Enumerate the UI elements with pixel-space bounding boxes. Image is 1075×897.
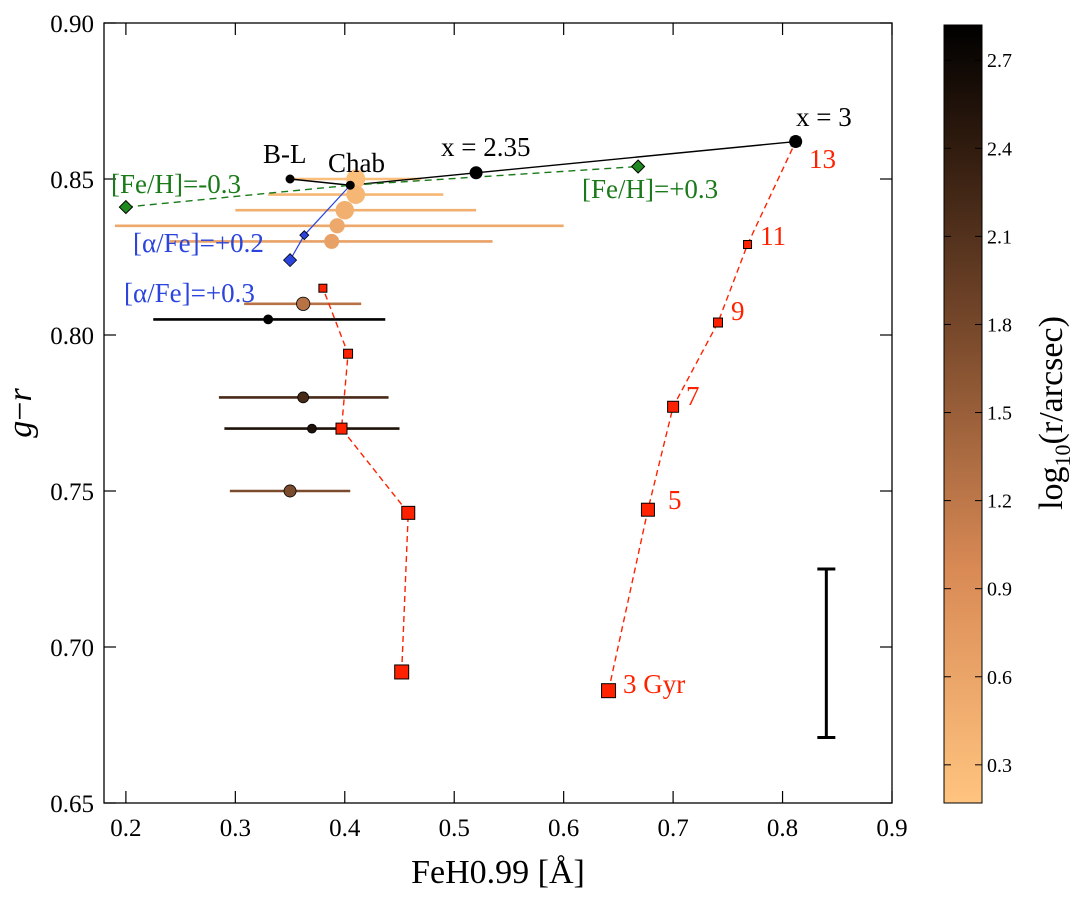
- imf-label-bl: B-L: [263, 139, 307, 169]
- alpha-diamond-2: [282, 253, 298, 268]
- observed-point-6: [263, 314, 274, 325]
- observed-point-4: [324, 233, 340, 249]
- age-chab-square-3: [343, 348, 354, 359]
- age-track-x3-line: [607, 141, 797, 691]
- imf-label-chab: Chab: [328, 148, 385, 178]
- x-tick-label-7: 0.9: [876, 815, 907, 842]
- age-x3-square-3: [712, 317, 723, 328]
- x-tick-label-0: 0.2: [110, 815, 141, 842]
- cb-tick-label-2: 0.9: [987, 579, 1012, 601]
- age-x3-square-1: [640, 502, 655, 517]
- age-label-9: 9: [731, 296, 745, 326]
- alpha-label-02: [α/Fe]=+0.2: [133, 228, 264, 258]
- typical-errorbar: [817, 567, 836, 739]
- age-label-11: 11: [760, 221, 786, 251]
- imf-point-3: [789, 135, 803, 149]
- axis-ticks: 0.2 0.3 0.4 0.5 0.6 0.7 0.8 0.9 0.65 0.70 0.75 0.80…: [50, 11, 907, 842]
- age-label-5: 5: [668, 485, 682, 515]
- y-tick-label-1: 0.70: [50, 635, 94, 662]
- x-tick-label-6: 0.8: [767, 815, 798, 842]
- plot-frame: [103, 22, 893, 804]
- cb-tick-label-0: 0.3: [987, 755, 1012, 777]
- age-x3-square-4: [743, 240, 753, 250]
- alpha-label-03: [α/Fe]=+0.3: [124, 278, 255, 308]
- cb-tick-label-1: 0.6: [987, 667, 1012, 689]
- imf-label-x235: x = 2.35: [441, 132, 530, 162]
- x-tick-label-2: 0.4: [329, 815, 361, 842]
- imf-slope-line: [289, 140, 796, 186]
- cb-label-rest: (r/arcsec): [1033, 316, 1070, 444]
- data-points: [118, 135, 803, 699]
- age-label-7: 7: [686, 381, 700, 411]
- y-tick-label-3: 0.80: [50, 323, 94, 350]
- x-tick-label-1: 0.3: [220, 815, 251, 842]
- imf-point-0: [285, 174, 295, 184]
- x-tick-label-5: 0.7: [657, 815, 688, 842]
- y-tick-label-0: 0.65: [50, 791, 94, 818]
- y-label-r: r: [2, 388, 39, 402]
- age-chab-square-4: [318, 283, 328, 293]
- colorbar: [943, 24, 983, 804]
- x-tick-label-3: 0.5: [439, 815, 470, 842]
- observed-point-5: [296, 296, 311, 311]
- cb-tick-label-3: 1.2: [987, 491, 1012, 513]
- cb-tick-label-7: 2.4: [987, 138, 1012, 160]
- y-axis-label: g−r: [2, 388, 39, 438]
- age-label-13: 13: [809, 144, 836, 174]
- cb-label-sub: 10: [1050, 444, 1075, 466]
- observed-point-3: [329, 218, 345, 234]
- colorbar-ticks: 0.3 0.6 0.9 1.2 1.5 1.8 2.1 2.4 2.7: [944, 50, 1012, 777]
- age-track-chab-line: [322, 287, 409, 672]
- y-tick-label-2: 0.75: [50, 479, 94, 506]
- imf-point-2: [469, 166, 483, 180]
- feh-diamond-0: [118, 199, 134, 215]
- y-label-g: g: [2, 421, 39, 438]
- observed-point-8: [307, 423, 317, 434]
- age-x3-square-2: [667, 400, 680, 413]
- age-chab-square-1: [401, 505, 416, 520]
- cb-tick-label-5: 1.8: [987, 314, 1012, 336]
- y-tick-label-4: 0.85: [50, 167, 94, 194]
- cb-tick-label-4: 1.5: [987, 403, 1012, 425]
- observed-point-2: [335, 200, 355, 220]
- alpha-diamond-1: [299, 230, 310, 241]
- y-label-minus: −: [2, 402, 39, 421]
- observed-point-9: [283, 484, 297, 498]
- age-x3-square-0: [601, 683, 617, 699]
- cb-tick-label-6: 2.1: [987, 226, 1012, 248]
- age-chab-square-2: [335, 422, 348, 435]
- feh-label-plus: [Fe/H]=+0.3: [582, 174, 718, 204]
- model-lines: [125, 140, 797, 691]
- age-label-3gyr: 3 Gyr: [623, 669, 685, 699]
- imf-label-x3: x = 3: [796, 102, 852, 132]
- feh-label-minus: [Fe/H]=-0.3: [111, 169, 241, 199]
- x-tick-label-4: 0.6: [548, 815, 579, 842]
- y-tick-label-5: 0.90: [50, 11, 94, 38]
- feh-diamond-2: [630, 159, 646, 174]
- observed-point-7: [297, 391, 310, 404]
- observed-point-1: [346, 185, 366, 204]
- feh-line: [125, 165, 639, 208]
- imf-point-1: [345, 180, 355, 190]
- cb-label-log: log: [1033, 466, 1070, 509]
- x-axis-label: FeH0.99 [Å]: [411, 854, 585, 891]
- colorbar-label: log10(r/arcsec): [1033, 316, 1075, 510]
- cb-tick-label-8: 2.7: [987, 50, 1012, 72]
- age-chab-square-0: [394, 664, 410, 680]
